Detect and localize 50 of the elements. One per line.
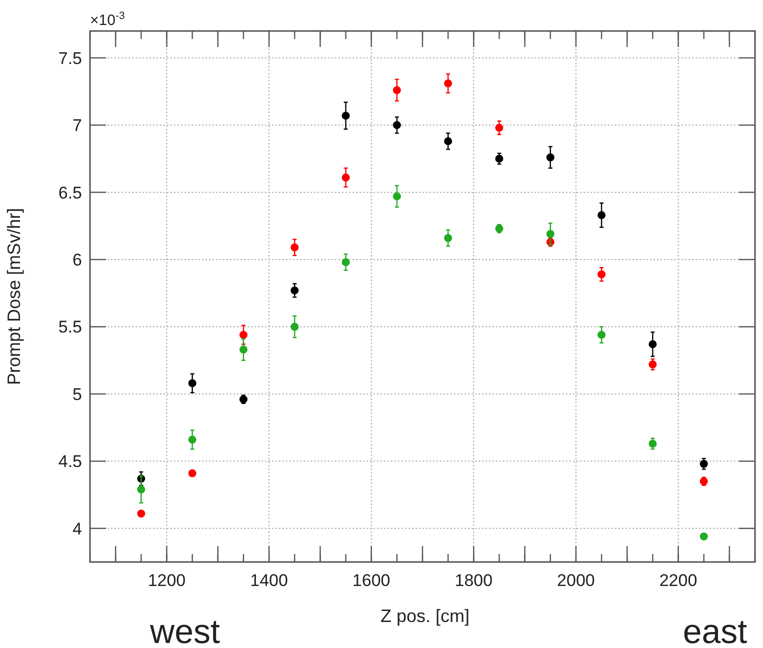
x-tick-label: 1600 — [352, 571, 390, 590]
point — [188, 379, 196, 388]
point — [290, 286, 299, 294]
point — [546, 230, 554, 238]
point — [188, 436, 196, 444]
point — [444, 79, 452, 88]
x-tick-label: 2000 — [557, 571, 595, 590]
point — [137, 510, 146, 518]
y-axis-title: Prompt Dose [mSv/hr] — [4, 208, 24, 386]
y-tick-label: 7 — [72, 116, 82, 136]
point — [444, 234, 452, 242]
point — [239, 346, 248, 354]
point — [290, 243, 299, 252]
point — [700, 460, 708, 468]
point — [598, 211, 606, 220]
text: west — [149, 613, 220, 648]
x-tick-label: 2200 — [659, 571, 698, 590]
x-tick-label: 1800 — [454, 571, 493, 590]
point — [342, 258, 350, 266]
point — [648, 360, 657, 368]
point — [239, 330, 248, 339]
point — [342, 174, 350, 182]
point — [392, 86, 401, 94]
point — [342, 112, 350, 120]
point — [137, 485, 146, 494]
point — [290, 322, 299, 331]
x-axis-title: Z pos. [cm] — [380, 606, 470, 626]
y-tick-label: 5 — [72, 384, 82, 404]
y-tick-label: 4.5 — [58, 452, 82, 472]
y-tick-label: 5.5 — [58, 318, 82, 337]
y-tick-label: 6.5 — [58, 183, 82, 202]
point — [700, 532, 708, 540]
y-tick-label: 4 — [72, 519, 82, 538]
point — [546, 153, 554, 162]
point — [598, 330, 606, 339]
point — [392, 192, 401, 200]
y-tick-label: 6 — [72, 250, 82, 270]
point — [598, 270, 606, 278]
point — [495, 124, 504, 132]
x-tick-label: 1400 — [250, 571, 288, 590]
text: ×10$^{-3}$ — [90, 10, 125, 29]
point — [444, 137, 452, 146]
text: east — [682, 613, 748, 648]
point — [648, 440, 657, 448]
point — [392, 121, 401, 130]
point — [648, 340, 657, 348]
point — [188, 469, 196, 478]
x-tick-label: 1200 — [148, 571, 186, 590]
point — [495, 154, 504, 163]
y-tick-label: 7.5 — [58, 48, 82, 68]
